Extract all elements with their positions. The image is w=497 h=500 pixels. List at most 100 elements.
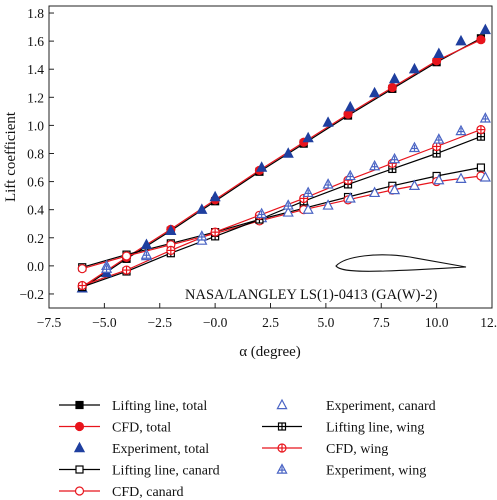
y-tick-label: 0.4 xyxy=(27,203,44,218)
experiment-canard-point xyxy=(344,192,356,203)
cfd-wing-point xyxy=(210,227,220,237)
x-tick-label: 10.0 xyxy=(425,315,449,330)
y-tick-label: 1.2 xyxy=(27,90,44,105)
legend-label: Experiment, wing xyxy=(326,464,426,479)
legend-label: Lifting line, canard xyxy=(112,464,220,479)
experiment-wing-point xyxy=(100,262,113,273)
legend-marker xyxy=(277,422,287,431)
legend: Lifting line, total CFD, total Experiment,… xyxy=(59,398,436,500)
experiment-total-point xyxy=(455,34,467,46)
legend-label: CFD, canard xyxy=(112,485,184,500)
x-tick-label: −0.0 xyxy=(203,315,228,330)
legend-item-cfd-total: CFD, total xyxy=(59,421,171,436)
y-tick-label: 1.0 xyxy=(27,118,44,133)
experiment-canard-point xyxy=(369,186,381,198)
cfd-total-point xyxy=(387,82,397,93)
experiment-canard-point xyxy=(455,172,467,183)
x-tick-label: 2.5 xyxy=(262,315,279,330)
experiment-wing-point xyxy=(344,169,356,181)
experiment-wing-point xyxy=(369,159,381,171)
experiment-canard-point xyxy=(388,183,401,195)
cfd-wing-point xyxy=(432,141,442,152)
legend-item-experiment-wing: Experiment, wing xyxy=(276,463,426,479)
legend-item-experiment-total: Experiment, total xyxy=(73,441,209,457)
cfd-canard-point xyxy=(77,264,87,274)
experiment-wing-point xyxy=(256,207,268,219)
legend-item-cfd-canard: CFD, canard xyxy=(59,485,184,500)
airfoil-annotation: NASA/LANGLEY LS(1)-0413 (GA(W)-2) xyxy=(185,287,438,303)
x-tick-label: −2.5 xyxy=(148,315,173,330)
x-tick-label: −5.0 xyxy=(92,315,117,330)
cfd-total-point xyxy=(343,109,353,119)
x-tick-label: 12.5 xyxy=(480,315,497,330)
cfd-wing-point xyxy=(476,125,486,135)
experiment-wing-point xyxy=(322,178,334,189)
lifting-line-canard-point xyxy=(476,163,486,172)
experiment-wing-point xyxy=(433,133,445,144)
experiment-total-point xyxy=(479,23,491,35)
experiment-wing-point xyxy=(196,230,208,241)
experiment-wing-point xyxy=(408,141,421,153)
experiment-wing-point xyxy=(140,248,153,259)
legend-marker xyxy=(276,398,288,410)
x-tick-label: 5.0 xyxy=(317,315,334,330)
legend-item-lifting-line-canard: Lifting line, canard xyxy=(59,464,220,479)
experiment-total-point xyxy=(369,86,381,98)
y-tick-label: −0.2 xyxy=(20,287,45,302)
lifting-line-wing-line xyxy=(82,136,482,288)
experiment-wing-point xyxy=(455,124,467,136)
y-axis-label: Lift coefficient xyxy=(3,111,19,202)
experiment-canard-point xyxy=(302,203,314,214)
cfd-wing-point xyxy=(121,265,132,275)
legend-item-cfd-wing: CFD, wing xyxy=(262,442,388,457)
y-tick-label: 0.6 xyxy=(27,175,44,190)
experiment-total-point xyxy=(433,47,445,58)
legend-item-lifting-line-total: Lifting line, total xyxy=(59,399,207,414)
legend-marker xyxy=(74,486,85,496)
legend-item-experiment-canard: Experiment, canard xyxy=(276,398,436,414)
experiment-wing-point xyxy=(479,112,491,123)
x-tick-label: 7.5 xyxy=(373,315,390,330)
experiment-total-point xyxy=(282,147,294,158)
legend-label: Experiment, canard xyxy=(326,399,436,414)
y-tick-label: 0.2 xyxy=(27,231,44,246)
cfd-wing-point xyxy=(166,245,176,256)
y-tick-label: 1.4 xyxy=(27,62,44,77)
cfd-wing-line xyxy=(82,129,482,287)
legend-marker xyxy=(73,441,86,453)
experiment-total-point xyxy=(302,131,314,143)
experiment-canard-point xyxy=(433,173,445,185)
legend-marker xyxy=(74,421,85,432)
experiment-canard-point xyxy=(322,199,334,210)
y-tick-label: 0.8 xyxy=(27,146,44,161)
legend-marker xyxy=(75,400,84,410)
experiment-canard-point xyxy=(408,179,421,190)
experiment-total-point xyxy=(209,190,221,202)
cfd-canard-point xyxy=(121,251,132,261)
legend-marker xyxy=(75,465,84,474)
experiment-canard-point xyxy=(282,206,294,217)
experiment-total-point xyxy=(196,203,208,214)
lifting-line-wing-point xyxy=(476,132,486,141)
legend-marker xyxy=(277,443,287,453)
airfoil-shape xyxy=(335,254,467,272)
legend-label: CFD, total xyxy=(112,421,171,436)
experiment-total-point xyxy=(344,100,356,112)
legend-label: CFD, wing xyxy=(326,442,388,457)
cfd-total-point xyxy=(476,35,486,45)
experiment-total-point xyxy=(165,224,177,235)
cfd-total-point xyxy=(432,56,442,66)
x-tick-label: −7.5 xyxy=(37,315,62,330)
legend-label: Lifting line, total xyxy=(112,399,207,414)
experiment-total-point xyxy=(388,72,401,84)
experiment-canard-point xyxy=(479,171,491,182)
cfd-wing-point xyxy=(77,280,87,291)
legend-label: Lifting line, wing xyxy=(326,421,424,436)
experiment-total-point xyxy=(322,116,334,127)
y-tick-label: 1.8 xyxy=(27,6,44,21)
legend-item-lifting-line-wing: Lifting line, wing xyxy=(262,421,424,436)
experiment-wing-point xyxy=(302,186,314,198)
experiment-wing-point xyxy=(282,199,294,210)
experiment-wing-point xyxy=(388,152,401,164)
